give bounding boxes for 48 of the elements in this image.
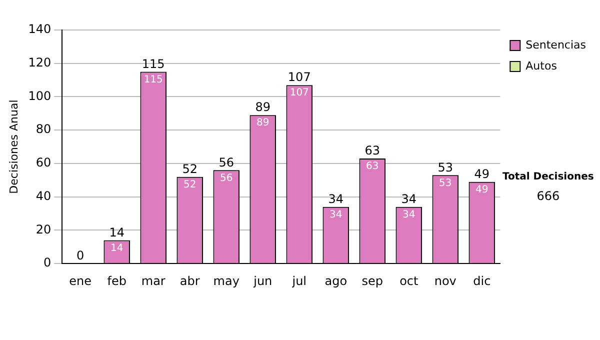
total-label: 52: [182, 162, 198, 176]
x-tick-label: oct: [400, 274, 418, 288]
data-label: 52: [184, 179, 196, 190]
y-axis-title: Decisiones Anual: [7, 100, 20, 194]
data-label: 53: [439, 178, 452, 189]
data-label: 107: [290, 88, 309, 99]
data-label: 14: [110, 242, 124, 254]
y-tick-label: 20: [36, 222, 52, 236]
data-label: 49: [476, 184, 488, 196]
x-tick-label: dic: [473, 274, 491, 288]
text: Total Decisiones: [502, 172, 594, 183]
total-label: 115: [142, 56, 165, 71]
x-tick-label: sep: [362, 274, 384, 288]
data-label: 63: [366, 161, 379, 172]
y-tick-label: 100: [28, 88, 52, 103]
y-tick-label: 0: [43, 256, 52, 270]
total-label: 34: [328, 192, 344, 206]
total-label: 107: [288, 70, 311, 84]
x-tick-label: mar: [141, 274, 166, 288]
x-tick-label: ago: [324, 274, 348, 288]
data-label: 115: [144, 74, 163, 86]
data-label: 56: [220, 172, 233, 184]
total-label: 34: [401, 192, 417, 206]
data-label: 34: [330, 209, 342, 220]
x-tick-label: jul: [291, 274, 307, 288]
total-label: 14: [109, 225, 124, 240]
x-tick-label: may: [213, 274, 240, 288]
total-label: 0: [76, 248, 84, 263]
data-label: 89: [256, 118, 270, 129]
legend-label: Autos: [526, 59, 558, 72]
data-label: 34: [402, 209, 416, 220]
total-label: 53: [438, 160, 454, 174]
legend-label: Sentencias: [526, 38, 586, 52]
x-tick-label: feb: [107, 274, 126, 288]
text: 666: [536, 189, 560, 204]
x-tick-label: ene: [69, 274, 92, 288]
total-label: 49: [474, 166, 490, 181]
x-tick-label: nov: [434, 274, 456, 288]
total-label: 89: [255, 100, 271, 114]
y-tick-label: 120: [28, 55, 52, 70]
y-tick-label: 60: [36, 156, 52, 170]
y-tick-label: 80: [36, 122, 52, 136]
total-label: 56: [218, 155, 234, 170]
x-tick-label: jun: [252, 274, 272, 288]
total-label: 63: [364, 144, 380, 158]
y-tick-label: 140: [28, 22, 52, 36]
y-tick-label: 40: [36, 188, 52, 203]
x-tick-label: abr: [180, 274, 200, 288]
